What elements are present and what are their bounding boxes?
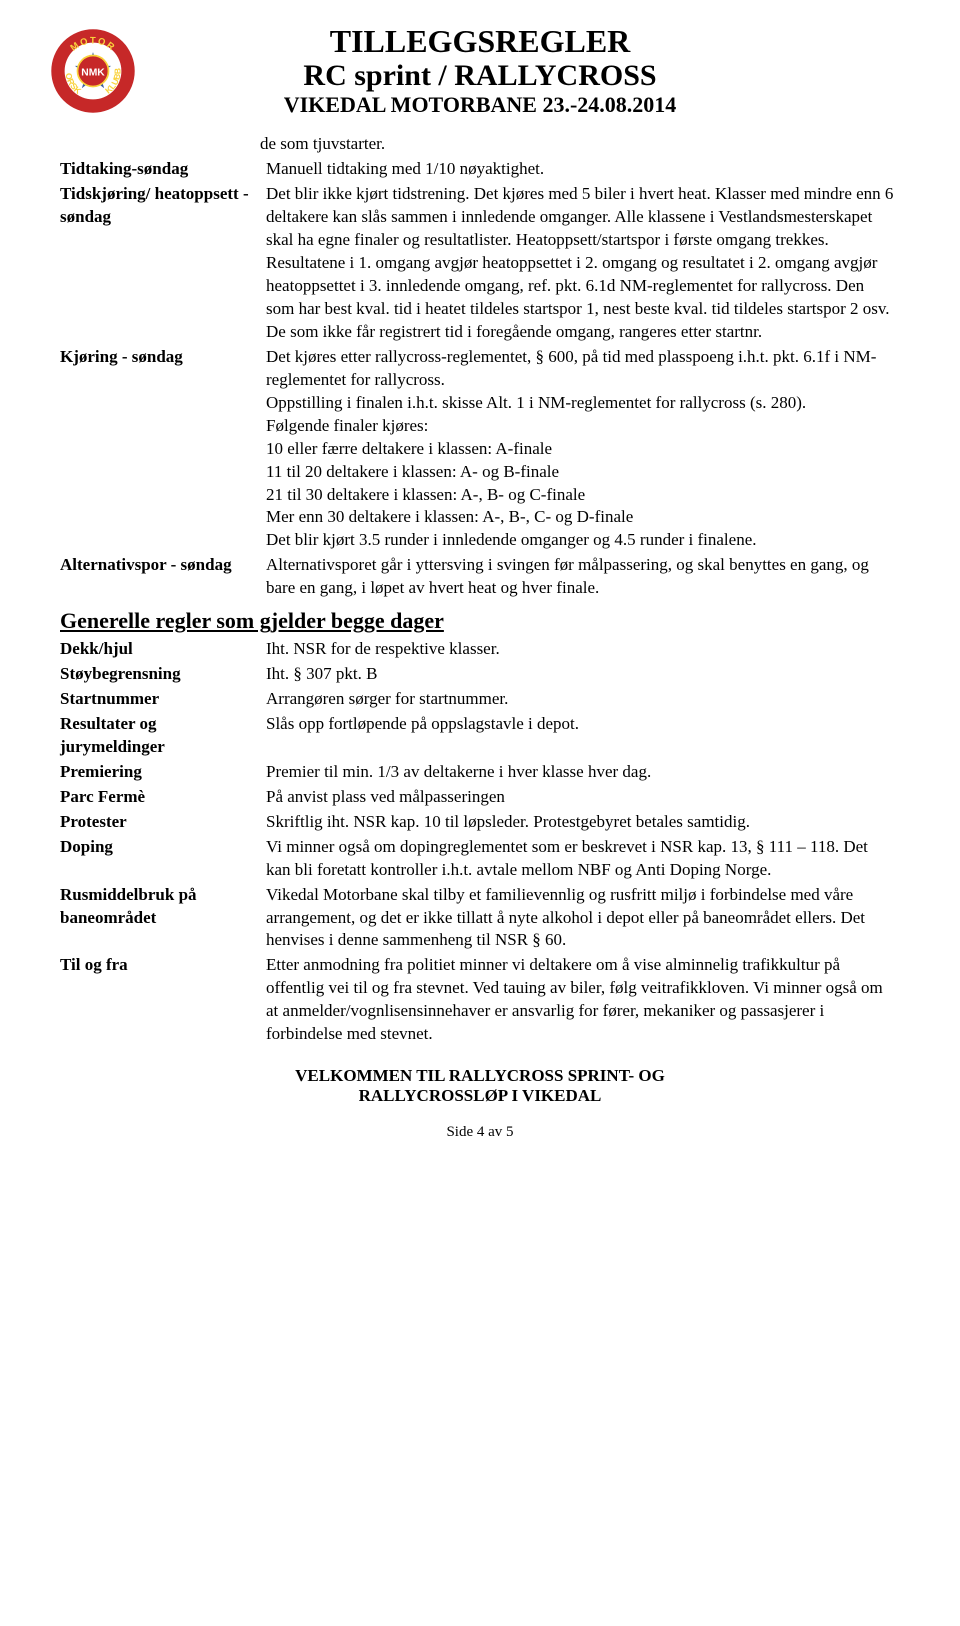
row-text: Arrangøren sørger for startnummer. — [266, 688, 900, 713]
definition-row: Dekk/hjulIht. NSR for de respektive klas… — [60, 638, 900, 663]
row-label: Til og fra — [60, 954, 266, 1048]
row-label: Støybegrensning — [60, 663, 266, 688]
row-label: Parc Fermè — [60, 786, 266, 811]
title-line-1: TILLEGGSREGLER — [60, 24, 900, 59]
row-label: Alternativspor - søndag — [60, 554, 266, 602]
definition-row: Tidskjøring/ heatoppsett - søndagDet bli… — [60, 183, 900, 346]
page-number: Side 4 av 5 — [60, 1124, 900, 1141]
row-text: På anvist plass ved målpasseringen — [266, 786, 900, 811]
definition-row: Rusmiddelbruk på baneområdetVikedal Moto… — [60, 884, 900, 955]
definition-row: StøybegrensningIht. § 307 pkt. B — [60, 663, 900, 688]
definition-row: StartnummerArrangøren sørger for startnu… — [60, 688, 900, 713]
row-text: Iht. NSR for de respektive klasser. — [266, 638, 900, 663]
definition-row: DopingVi minner også om dopingreglemente… — [60, 836, 900, 884]
definitions-table-general: Dekk/hjulIht. NSR for de respektive klas… — [60, 638, 900, 1048]
row-label: Premiering — [60, 761, 266, 786]
definition-row: Parc FermèPå anvist plass ved målpasseri… — [60, 786, 900, 811]
definition-row: PremieringPremier til min. 1/3 av deltak… — [60, 761, 900, 786]
definition-row: Alternativspor - søndagAlternativsporet … — [60, 554, 900, 602]
definition-row: Resultater og jurymeldingerSlås opp fort… — [60, 713, 900, 761]
row-label: Doping — [60, 836, 266, 884]
title-line-2: RC sprint / RALLYCROSS — [60, 59, 900, 92]
row-text: Det kjøres etter rallycross-reglementet,… — [266, 346, 900, 554]
row-label: Tidtaking-søndag — [60, 158, 266, 183]
row-text: Det blir ikke kjørt tidstrening. Det kjø… — [266, 183, 900, 346]
row-text: Skriftlig iht. NSR kap. 10 til løpsleder… — [266, 811, 900, 836]
definitions-table-top: Tidtaking-søndagManuell tidtaking med 1/… — [60, 158, 900, 602]
row-text: Manuell tidtaking med 1/10 nøyaktighet. — [266, 158, 900, 183]
document-page: MOTOR NORSK KLUBB NMK TILLEGGSREGLER RC … — [0, 0, 960, 1181]
svg-text:NMK: NMK — [81, 67, 105, 78]
definition-row: Kjøring - søndagDet kjøres etter rallycr… — [60, 346, 900, 554]
section-heading-general: Generelle regler som gjelder begge dager — [60, 608, 900, 634]
title-line-3: VIKEDAL MOTORBANE 23.-24.08.2014 — [60, 92, 900, 117]
row-label: Startnummer — [60, 688, 266, 713]
definition-row: ProtesterSkriftlig iht. NSR kap. 10 til … — [60, 811, 900, 836]
row-text: Slås opp fortløpende på oppslagstavle i … — [266, 713, 900, 761]
row-text: Vi minner også om dopingreglementet som … — [266, 836, 900, 884]
row-text: Etter anmodning fra politiet minner vi d… — [266, 954, 900, 1048]
row-label: Protester — [60, 811, 266, 836]
row-text: Alternativsporet går i yttersving i svin… — [266, 554, 900, 602]
row-label: Rusmiddelbruk på baneområdet — [60, 884, 266, 955]
definition-row: Tidtaking-søndagManuell tidtaking med 1/… — [60, 158, 900, 183]
row-label: Tidskjøring/ heatoppsett - søndag — [60, 183, 266, 346]
row-label: Kjøring - søndag — [60, 346, 266, 554]
document-header: MOTOR NORSK KLUBB NMK TILLEGGSREGLER RC … — [60, 24, 900, 117]
footer-line-2: RALLYCROSSLØP I VIKEDAL — [60, 1086, 900, 1106]
row-text: Iht. § 307 pkt. B — [266, 663, 900, 688]
footer-line-1: VELKOMMEN TIL RALLYCROSS SPRINT- OG — [60, 1066, 900, 1086]
row-label: Resultater og jurymeldinger — [60, 713, 266, 761]
footer-welcome: VELKOMMEN TIL RALLYCROSS SPRINT- OG RALL… — [60, 1066, 900, 1106]
nmk-logo: MOTOR NORSK KLUBB NMK — [50, 28, 136, 114]
intro-text: de som tjuvstarter. — [260, 133, 900, 156]
definition-row: Til og fraEtter anmodning fra politiet m… — [60, 954, 900, 1048]
row-text: Vikedal Motorbane skal tilby et familiev… — [266, 884, 900, 955]
row-text: Premier til min. 1/3 av deltakerne i hve… — [266, 761, 900, 786]
row-label: Dekk/hjul — [60, 638, 266, 663]
